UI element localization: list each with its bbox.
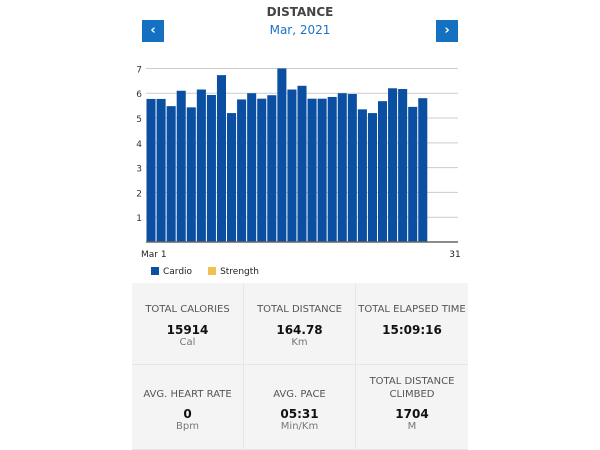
stat-total-distance-climbed: TOTAL DISTANCE CLIMBED 1704 M xyxy=(356,365,468,450)
bar-cardio-day-1 xyxy=(146,98,156,243)
x-tick-label-start: Mar 1 xyxy=(141,250,167,260)
y-tick-label: 1 xyxy=(136,214,142,224)
chevron-right-icon: › xyxy=(444,23,450,38)
legend-item-cardio[interactable]: Cardio xyxy=(151,267,192,277)
bar-cardio-day-12 xyxy=(257,98,267,242)
chevron-left-icon: ‹ xyxy=(150,23,156,38)
stat-avg-heart-rate: AVG. HEART RATE 0 Bpm xyxy=(132,365,244,450)
chart-legend: Cardio Strength xyxy=(151,267,259,277)
stat-avg-pace: AVG. PACE 05:31 Min/Km xyxy=(244,365,356,450)
legend-item-strength[interactable]: Strength xyxy=(208,267,259,277)
stat-total-distance: TOTAL DISTANCE 164.78 Km xyxy=(244,283,356,365)
bar-cardio-day-15 xyxy=(287,89,297,242)
bar-cardio-day-26 xyxy=(398,89,408,242)
bar-cardio-day-28 xyxy=(418,98,428,243)
bar-cardio-day-4 xyxy=(176,90,186,243)
bar-cardio-day-25 xyxy=(388,88,398,242)
x-tick-label-end: 31 xyxy=(449,250,460,260)
bar-cardio-day-13 xyxy=(267,95,277,243)
distance-bar-chart: 1 2 3 4 5 6 7 Mar 1 31 xyxy=(136,65,460,260)
stat-total-elapsed-time: TOTAL ELAPSED TIME 15:09:16 xyxy=(356,283,468,365)
y-tick-label: 2 xyxy=(136,189,142,199)
previous-month-button[interactable]: ‹ xyxy=(142,20,164,42)
stats-panel: TOTAL CALORIES 15914 Cal TOTAL DISTANCE 164… xyxy=(132,283,468,450)
bar-cardio-day-6 xyxy=(196,89,206,242)
bar-cardio-day-9 xyxy=(227,113,237,242)
bar-cardio-day-11 xyxy=(247,93,257,242)
chart-title: DISTANCE xyxy=(266,5,334,19)
stat-total-calories: TOTAL CALORIES 15914 Cal xyxy=(132,283,244,365)
bar-cardio-day-21 xyxy=(347,93,357,242)
bar-cardio-day-17 xyxy=(307,98,317,242)
y-tick-label: 7 xyxy=(136,65,142,75)
bar-cardio-day-3 xyxy=(166,106,176,242)
strength-swatch xyxy=(208,267,217,275)
cardio-swatch xyxy=(151,267,159,275)
bar-cardio-day-23 xyxy=(367,113,377,242)
bar-cardio-day-16 xyxy=(297,85,307,242)
y-tick-label: 4 xyxy=(136,140,142,150)
bar-cardio-day-24 xyxy=(377,101,388,243)
bar-cardio-day-8 xyxy=(216,75,227,242)
bar-cardio-day-20 xyxy=(337,93,347,242)
bar-cardio-day-5 xyxy=(186,107,196,242)
bar-cardio-day-10 xyxy=(237,99,247,242)
bar-cardio-day-2 xyxy=(156,98,166,243)
period-label: Mar, 2021 xyxy=(269,23,331,37)
bar-cardio-day-22 xyxy=(357,109,367,242)
next-month-button[interactable]: › xyxy=(436,20,458,42)
bar-cardio-day-18 xyxy=(317,98,327,242)
bar-cardio-day-7 xyxy=(206,94,216,242)
y-tick-label: 3 xyxy=(136,165,142,175)
bar-cardio-day-19 xyxy=(327,96,337,242)
bar-cardio-day-14 xyxy=(277,68,287,242)
bar-cardio-day-27 xyxy=(408,106,418,242)
y-tick-label: 5 xyxy=(136,115,142,125)
y-tick-label: 6 xyxy=(136,90,142,100)
